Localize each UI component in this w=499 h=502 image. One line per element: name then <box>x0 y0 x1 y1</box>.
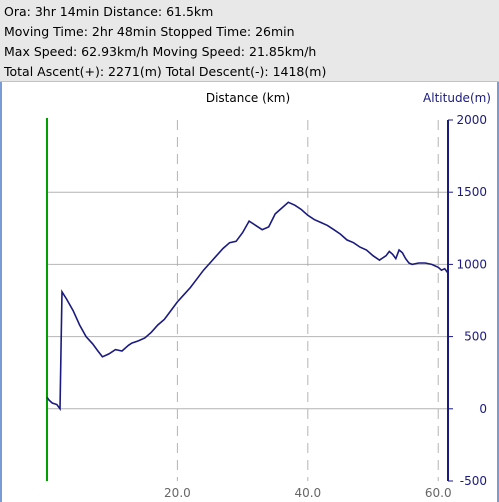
x-axis-ticks: 20.0 40.0 60.0 <box>164 486 452 500</box>
x-tick-label: 20.0 <box>164 486 191 500</box>
x-tick-label: 40.0 <box>294 486 321 500</box>
y-tick-label: 500 <box>464 330 487 344</box>
stats-line-ascent-descent: Total Ascent(+): 2271(m) Total Descent(-… <box>4 64 327 79</box>
y-tick-label: 1000 <box>456 257 487 271</box>
stats-panel: Ora: 3hr 14min Distance: 61.5km Moving T… <box>0 0 499 82</box>
y-axis-label: Altitude(m) <box>423 91 491 105</box>
stats-line-duration-distance: Ora: 3hr 14min Distance: 61.5km <box>4 4 214 19</box>
altitude-series-line <box>46 201 449 412</box>
chart-panel <box>0 82 499 502</box>
grid-lines <box>47 120 448 481</box>
stats-line-moving-stopped: Moving Time: 2hr 48min Stopped Time: 26m… <box>4 24 295 39</box>
y-axis-ticks: 2000 1500 1000 500 0 -500 <box>448 113 487 488</box>
y-tick-label: 2000 <box>456 113 487 127</box>
y-tick-label: 0 <box>479 402 487 416</box>
x-axis-label: Distance (km) <box>206 91 290 105</box>
y-tick-label: 1500 <box>456 185 487 199</box>
x-tick-label: 60.0 <box>425 486 452 500</box>
stats-line-speeds: Max Speed: 62.93km/h Moving Speed: 21.85… <box>4 44 317 59</box>
y-tick-label: -500 <box>460 474 487 488</box>
